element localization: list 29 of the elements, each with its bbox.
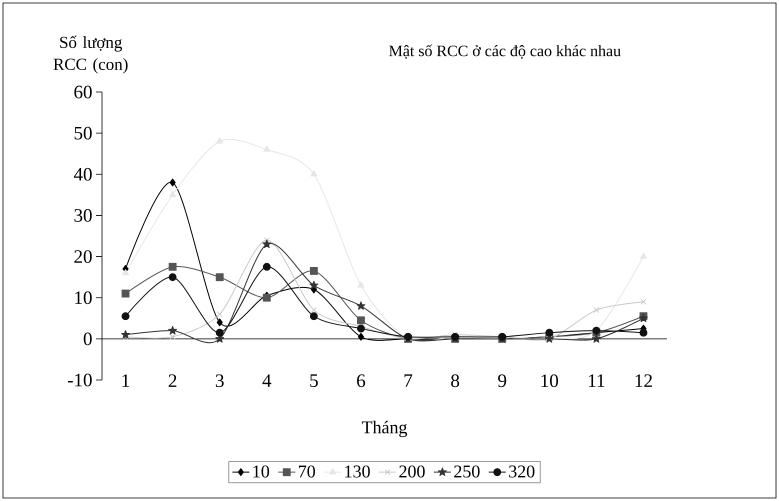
x-axis-title: Tháng bbox=[362, 420, 408, 438]
legend-label: 10 bbox=[253, 465, 270, 478]
x-tick-label: 6 bbox=[357, 374, 366, 388]
chart-title: Mật số RCC ở các độ cao khác nhau bbox=[389, 44, 621, 59]
x-tick-label: 11 bbox=[588, 374, 604, 387]
y-axis-title: Số lượng RCC (con) bbox=[54, 36, 128, 74]
y-tick-label: 0 bbox=[84, 332, 92, 346]
x-tick-label: 3 bbox=[216, 374, 224, 388]
x-tick-label: 10 bbox=[541, 374, 558, 388]
x-tick-label: 5 bbox=[310, 374, 318, 387]
x-tick-label: 4 bbox=[262, 374, 272, 387]
x-tick-label: 1 bbox=[122, 374, 130, 387]
x-tick-label: 2 bbox=[168, 374, 176, 387]
x-tick-label: 9 bbox=[498, 374, 506, 388]
y-tick-label: 20 bbox=[74, 250, 92, 263]
legend-label: 200 bbox=[399, 465, 425, 478]
y-tick-label: 10 bbox=[75, 291, 92, 304]
y-tick-label: 60 bbox=[74, 86, 92, 98]
legend-label: 130 bbox=[345, 465, 370, 478]
legend-label: 320 bbox=[509, 465, 534, 478]
y-tick-label: 30 bbox=[74, 209, 92, 222]
y-tick-label: -10 bbox=[68, 374, 92, 386]
legend-label: 250 bbox=[454, 465, 480, 478]
y-tick-label: 40 bbox=[74, 168, 92, 181]
y-tick-label: 50 bbox=[74, 126, 92, 140]
x-tick-label: 12 bbox=[636, 374, 652, 387]
legend-label: 70 bbox=[298, 465, 316, 478]
x-tick-label: 7 bbox=[404, 374, 412, 387]
x-tick-label: 8 bbox=[451, 374, 460, 388]
